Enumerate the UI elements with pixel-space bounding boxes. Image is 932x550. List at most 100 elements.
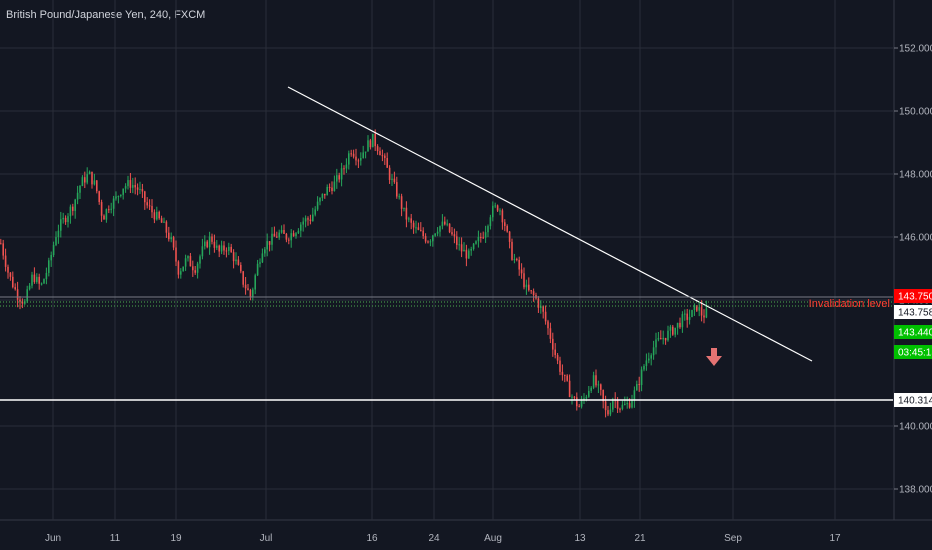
- candle-body: [609, 409, 612, 415]
- candle-body: [254, 275, 256, 290]
- y-tick-label: 146.000: [899, 233, 932, 244]
- candle-body: [33, 274, 36, 282]
- candle-body: [266, 241, 268, 250]
- candle-body: [184, 258, 187, 267]
- candle-body: [43, 279, 45, 284]
- candle-body: [460, 244, 463, 252]
- candle-body: [74, 199, 76, 211]
- candle-body: [297, 230, 300, 234]
- candle-body: [110, 208, 112, 210]
- candle-body: [9, 272, 12, 277]
- candle-body: [64, 217, 67, 223]
- candle-body: [434, 233, 436, 236]
- candle-body: [88, 171, 91, 175]
- candle-body: [381, 155, 384, 157]
- candle-body: [472, 243, 475, 249]
- candle-body: [552, 338, 554, 350]
- candle-body: [225, 250, 228, 252]
- candle-body: [655, 339, 657, 348]
- candles: [0, 129, 708, 418]
- candle-body: [45, 272, 48, 280]
- candle-body: [362, 152, 364, 158]
- price-badge-143750-bg: [894, 289, 932, 303]
- candle-body: [412, 222, 415, 228]
- candle-body: [400, 196, 403, 209]
- candle-body: [616, 400, 619, 409]
- candle-body: [477, 236, 480, 242]
- candle-body: [316, 201, 319, 210]
- candle-body: [283, 230, 285, 234]
- candle-body: [21, 301, 24, 304]
- candle-body: [456, 236, 458, 245]
- candle-body: [91, 171, 93, 185]
- candle-body: [508, 231, 511, 242]
- candle-body: [148, 205, 151, 207]
- price-badge-143758-bg: [894, 305, 932, 319]
- candle-body: [640, 369, 643, 386]
- candle-body: [52, 245, 55, 256]
- candle-body: [333, 181, 336, 191]
- candle-body: [26, 289, 28, 302]
- candle-body: [542, 306, 544, 312]
- candle-body: [103, 215, 105, 220]
- candle-body: [50, 255, 52, 261]
- price-badge-143758-text: 143.758: [898, 308, 932, 319]
- candle-body: [660, 338, 662, 340]
- time-axis[interactable]: Jun 11 19 Jul 16 24 Aug 13 21 Sep 17: [45, 533, 841, 544]
- candle-body: [124, 186, 127, 189]
- price-badge-143440-text: 143.440: [898, 328, 932, 339]
- candle-body: [444, 221, 446, 225]
- candle-body: [592, 375, 595, 388]
- candle-body: [564, 374, 566, 376]
- candle-body: [576, 397, 578, 407]
- down-arrow-head: [706, 356, 722, 366]
- candle-body: [136, 187, 139, 190]
- candle-body: [590, 387, 592, 391]
- x-tick-label: 24: [428, 533, 440, 544]
- candle-body: [211, 236, 213, 242]
- candle-body: [261, 253, 264, 263]
- candle-body: [405, 207, 408, 220]
- candle-body: [436, 231, 439, 234]
- candle-body: [403, 207, 405, 209]
- candle-body: [458, 244, 460, 246]
- candle-body: [40, 283, 43, 285]
- candle-body: [386, 158, 388, 168]
- candle-body: [645, 360, 648, 366]
- candle-body: [585, 396, 588, 399]
- candle-body: [288, 239, 290, 241]
- candle-body: [374, 133, 376, 147]
- candle-body: [268, 241, 271, 245]
- price-axis[interactable]: 152.000150.000148.000146.000144.000140.0…: [899, 44, 932, 496]
- candle-body: [398, 196, 400, 198]
- candle-body: [331, 187, 333, 191]
- candle-body: [324, 193, 326, 196]
- candle-body: [105, 209, 108, 220]
- candle-body: [568, 380, 571, 398]
- candle-body: [213, 241, 216, 248]
- candle-body: [345, 164, 348, 169]
- candle-body: [127, 180, 129, 187]
- candle-body: [664, 337, 667, 341]
- candle-body: [340, 168, 343, 180]
- candle-body: [129, 180, 132, 188]
- candle-body: [619, 408, 621, 410]
- candle-body: [55, 237, 57, 246]
- candle-body: [206, 241, 208, 248]
- candle-body: [372, 133, 374, 148]
- candle-body: [172, 237, 175, 248]
- candle-body: [312, 214, 314, 221]
- candle-body: [662, 337, 664, 340]
- chart-title: British Pound/Japanese Yen, 240, FXCM: [6, 9, 206, 21]
- candle-body: [218, 245, 220, 252]
- candle-body: [528, 284, 530, 291]
- candle-body: [189, 256, 192, 267]
- candle-body: [350, 153, 352, 155]
- candle-body: [475, 241, 477, 244]
- candle-body: [518, 259, 520, 270]
- candle-body: [168, 232, 170, 240]
- candle-body: [7, 266, 9, 273]
- y-tick-label: 152.000: [899, 44, 932, 55]
- candle-body: [28, 285, 31, 290]
